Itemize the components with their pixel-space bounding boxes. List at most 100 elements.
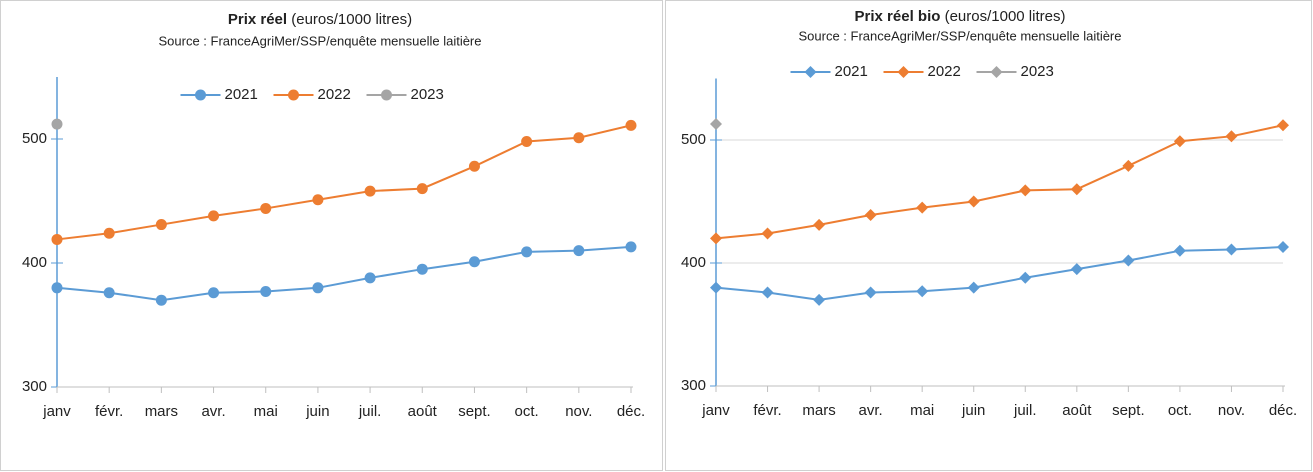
x-tick-label: oct.: [515, 403, 539, 420]
series-line: [715, 246, 1284, 301]
marker: [51, 118, 63, 130]
x-tick-label: déc.: [617, 403, 645, 420]
legend-label: 2023: [1021, 63, 1054, 80]
marker: [260, 202, 272, 214]
marker: [260, 286, 272, 298]
marker: [916, 201, 929, 214]
marker: [1277, 241, 1289, 254]
x-tick-label: févr.: [95, 403, 123, 420]
marker: [1277, 119, 1289, 132]
marker: [1173, 244, 1186, 257]
marker: [521, 246, 533, 258]
marker: [1019, 184, 1032, 197]
marker: [967, 281, 980, 294]
marker: [416, 183, 428, 195]
x-tick-label: mai: [910, 402, 934, 419]
marker: [813, 293, 826, 306]
x-tick-label: juin: [305, 403, 329, 420]
x-tick-label: avr.: [859, 402, 883, 419]
title-main: Prix réel bio: [855, 8, 941, 25]
x-tick-label: août: [1062, 402, 1092, 419]
x-tick-label: sept.: [458, 403, 491, 420]
panel-border: [0, 0, 663, 471]
marker: [103, 227, 115, 239]
marker: [967, 195, 980, 208]
legend-marker: [990, 66, 1003, 78]
marker: [208, 210, 220, 222]
marker: [1070, 183, 1083, 196]
x-tick-label: sept.: [1112, 402, 1145, 419]
marker: [1173, 135, 1186, 148]
chart-subtitle: Source : FranceAgriMer/SSP/enquête mensu…: [799, 28, 1122, 43]
marker: [1122, 254, 1135, 267]
marker: [864, 209, 877, 222]
marker: [710, 232, 722, 245]
legend-marker: [804, 66, 817, 78]
title-main: Prix réel: [228, 11, 287, 28]
x-tick-label: nov.: [1218, 402, 1245, 419]
marker: [364, 185, 376, 197]
marker: [312, 282, 324, 294]
legend-label: 2022: [318, 86, 351, 103]
x-tick-label: mai: [254, 403, 278, 420]
marker: [51, 282, 63, 294]
series-line: [56, 124, 632, 241]
chart-title: Prix réel (euros/1000 litres): [228, 11, 412, 28]
y-tick-label: 500: [22, 130, 47, 147]
legend-marker: [897, 66, 910, 78]
marker: [813, 218, 826, 231]
title-unit: (euros/1000 litres): [945, 8, 1066, 25]
marker: [1019, 271, 1032, 284]
marker: [710, 281, 722, 294]
x-tick-label: déc.: [1269, 402, 1297, 419]
marker: [155, 219, 167, 231]
marker: [364, 272, 376, 284]
legend-label: 2022: [928, 63, 961, 80]
legend-marker: [288, 89, 299, 101]
x-tick-label: nov.: [565, 403, 592, 420]
x-tick-label: oct.: [1168, 402, 1192, 419]
marker: [1225, 243, 1238, 256]
marker: [1070, 263, 1083, 276]
x-tick-label: avr.: [201, 403, 225, 420]
marker: [573, 132, 585, 144]
marker: [312, 194, 324, 206]
x-tick-label: mars: [802, 402, 835, 419]
y-tick-label: 300: [681, 377, 706, 394]
x-tick-label: févr.: [753, 402, 781, 419]
marker: [761, 227, 774, 240]
x-tick-label: janv: [42, 403, 71, 420]
marker: [521, 135, 533, 147]
series-line: [56, 245, 632, 302]
marker: [625, 241, 637, 253]
marker: [208, 287, 220, 299]
legend-label: 2021: [225, 86, 258, 103]
title-unit: (euros/1000 litres): [291, 11, 412, 28]
legend-label: 2021: [835, 63, 868, 80]
series-line: [715, 124, 1284, 240]
marker: [51, 233, 63, 245]
y-tick-label: 400: [22, 254, 47, 271]
panel-border: [665, 0, 1312, 471]
x-tick-label: juil.: [1013, 402, 1037, 419]
marker: [468, 256, 480, 268]
y-tick-label: 400: [681, 254, 706, 271]
chart-subtitle: Source : FranceAgriMer/SSP/enquête mensu…: [159, 33, 482, 48]
marker: [761, 286, 774, 299]
marker: [710, 118, 722, 131]
legend-label: 2023: [411, 86, 444, 103]
marker: [864, 286, 877, 299]
marker: [155, 294, 167, 306]
y-tick-label: 300: [22, 378, 47, 395]
marker: [573, 245, 585, 257]
marker: [103, 287, 115, 299]
legend-marker: [381, 89, 392, 101]
marker: [1225, 130, 1238, 143]
marker: [1122, 159, 1135, 172]
marker: [416, 263, 428, 275]
legend-marker: [195, 89, 206, 101]
chart-title: Prix réel bio (euros/1000 litres): [855, 8, 1066, 25]
x-tick-label: juin: [961, 402, 985, 419]
x-tick-label: août: [408, 403, 438, 420]
